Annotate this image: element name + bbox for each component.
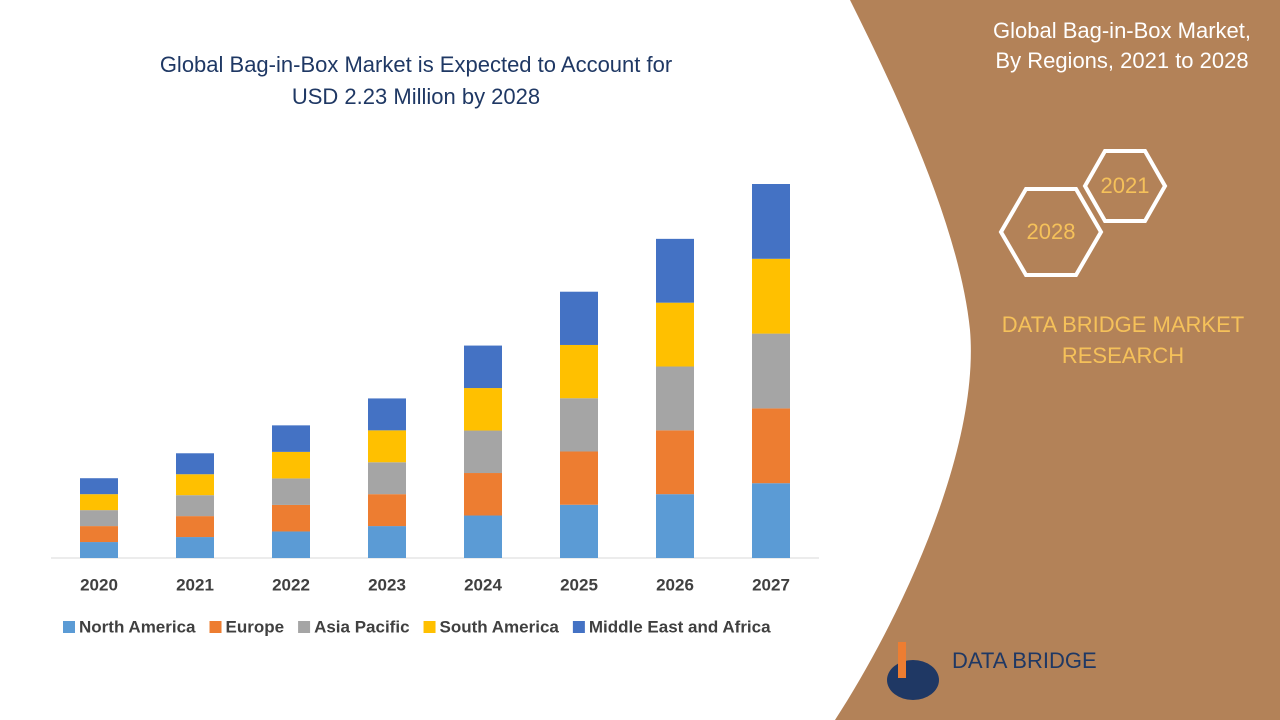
- x-tick-label: 2023: [368, 575, 406, 594]
- legend-swatch: [63, 621, 75, 633]
- bar-segment: [80, 510, 118, 527]
- x-tick-label: 2024: [464, 575, 502, 594]
- x-tick-label: 2026: [656, 575, 694, 594]
- bar-segment: [752, 184, 790, 259]
- bar-segment: [464, 515, 502, 558]
- bar-segment: [464, 388, 502, 431]
- legend-swatch: [572, 621, 585, 633]
- bar-segment: [464, 345, 502, 389]
- x-tick-label: 2020: [80, 575, 118, 594]
- x-tick-label: 2025: [560, 575, 598, 594]
- chart-title: USD 2.23 Million by 2028: [292, 84, 540, 109]
- bar-segment: [368, 462, 406, 495]
- bar-segment: [176, 495, 214, 517]
- bar-segment: [176, 516, 214, 538]
- legend-label: South America: [440, 617, 560, 636]
- bar-segment: [80, 478, 118, 495]
- panel-title: By Regions, 2021 to 2028: [995, 48, 1248, 73]
- bar-segment: [176, 537, 214, 558]
- bar-segment: [560, 504, 598, 558]
- x-tick-label: 2022: [272, 575, 310, 594]
- bar-segment: [656, 430, 694, 495]
- legend-swatch: [423, 621, 436, 633]
- bar-segment: [752, 258, 790, 334]
- bar-segment: [80, 542, 118, 558]
- bar-segment: [464, 430, 502, 474]
- bar-segment: [272, 451, 310, 479]
- x-tick-label: 2021: [176, 575, 214, 594]
- bar-segment: [752, 483, 790, 558]
- bar-segment: [368, 398, 406, 431]
- bar-segment: [656, 494, 694, 558]
- brand-text: DATA BRIDGE MARKET: [1002, 312, 1244, 337]
- bar-segment: [656, 302, 694, 367]
- bar-segment: [176, 453, 214, 475]
- panel-title: Global Bag-in-Box Market,: [993, 18, 1251, 43]
- bar-segment: [752, 333, 790, 409]
- bar-segment: [560, 344, 598, 399]
- bar-segment: [368, 430, 406, 463]
- bar-segment: [272, 504, 310, 532]
- bar-segment: [656, 238, 694, 303]
- logo-text: DATA BRIDGE: [952, 648, 1097, 673]
- bar-segment: [368, 494, 406, 527]
- bar-segment: [752, 408, 790, 484]
- legend-label: Europe: [226, 617, 285, 636]
- legend-swatch: [298, 621, 311, 633]
- bar-segment: [560, 451, 598, 505]
- bar-segment: [368, 526, 406, 558]
- bar-segment: [176, 474, 214, 496]
- bar-segment: [656, 366, 694, 431]
- hexagon: [1082, 149, 1168, 223]
- bar-segment: [80, 494, 118, 511]
- bar-segment: [80, 526, 118, 543]
- hexagon-label: 2028: [1027, 219, 1076, 244]
- legend-label: North America: [79, 617, 196, 636]
- legend-label: Middle East and Africa: [589, 617, 771, 636]
- brand-text: RESEARCH: [1062, 343, 1184, 368]
- logo: DATA BRIDGE: [887, 642, 1097, 700]
- bar-segment: [272, 531, 310, 558]
- bar-segment: [272, 425, 310, 452]
- bar-segment: [560, 398, 598, 452]
- legend-swatch: [209, 621, 222, 633]
- bar-segment: [272, 478, 310, 505]
- legend-label: Asia Pacific: [314, 617, 409, 636]
- x-tick-label: 2027: [752, 575, 790, 594]
- side-panel: [835, 0, 1280, 720]
- hexagon-label: 2021: [1101, 173, 1150, 198]
- hexagon: [998, 187, 1104, 277]
- bar-segment: [464, 473, 502, 516]
- bar-segment: [560, 291, 598, 345]
- chart-title: Global Bag-in-Box Market is Expected to …: [160, 52, 672, 77]
